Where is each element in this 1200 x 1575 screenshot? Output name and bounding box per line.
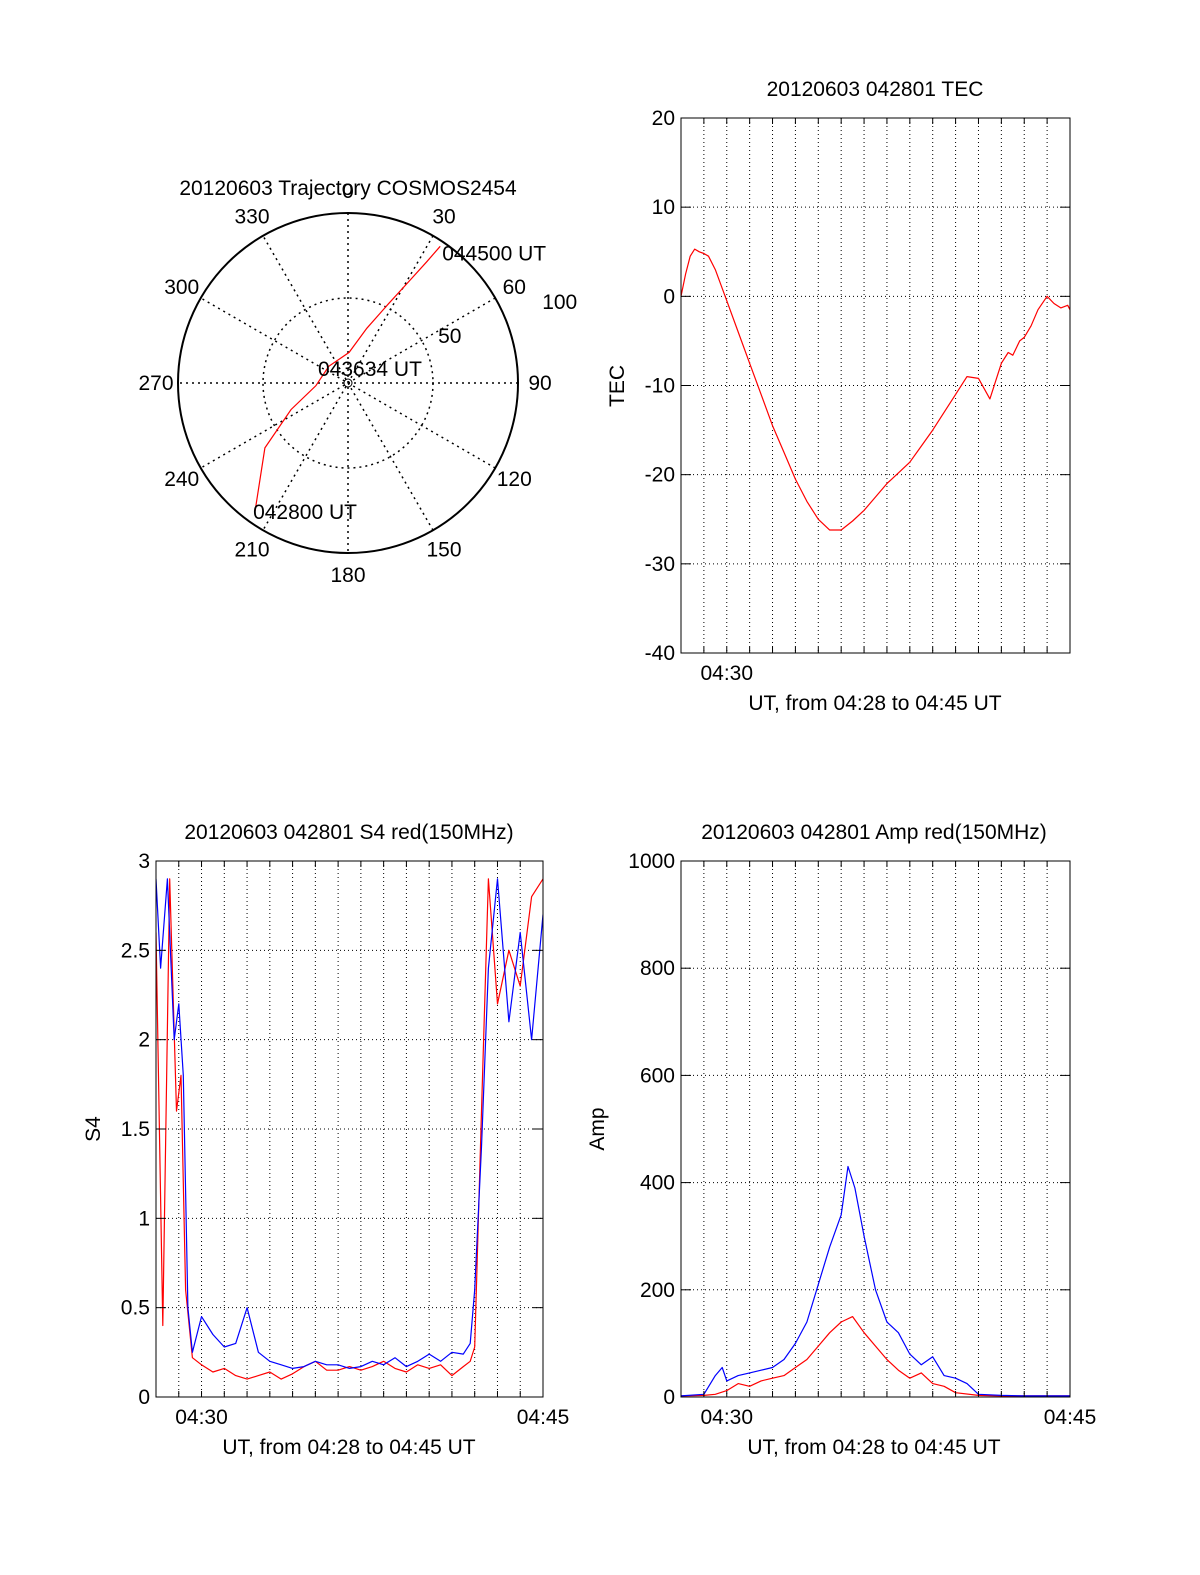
polar-azimuth-label: 210 xyxy=(234,538,269,561)
tec-ytick-label: 20 xyxy=(652,107,675,130)
amp-title: 20120603 042801 Amp red(150MHz) xyxy=(701,821,1047,844)
amp-ytick-label: 400 xyxy=(640,1172,675,1195)
s4-ytick-label: 2 xyxy=(138,1029,150,1052)
tec-xtick-label: 04:30 xyxy=(700,662,753,685)
tec-grid xyxy=(681,118,1070,653)
tec-plot-area: -40 -30 -20 -10 0 10 20 04:30 xyxy=(645,107,1071,685)
amp-ytick-label: 800 xyxy=(640,957,675,980)
tec-ytick-label: -10 xyxy=(645,375,675,398)
tec-xlabel: UT, from 04:28 to 04:45 UT xyxy=(748,692,1001,715)
s4-ytick-label: 2.5 xyxy=(121,939,150,962)
tec-title: 20120603 042801 TEC xyxy=(767,78,984,101)
tec-ylabel: TEC xyxy=(606,365,629,407)
polar-radial-label: 100 xyxy=(542,291,577,314)
polar-series xyxy=(254,245,441,511)
polar-azimuth-label: 60 xyxy=(503,276,526,299)
polar-azimuth-label: 330 xyxy=(234,206,269,229)
polar-radial-label: 50 xyxy=(438,325,461,348)
amp-chart: 20120603 042801 Amp red(150MHz) UT, from… xyxy=(586,821,1096,1459)
polar-annotation: 044500 UT xyxy=(442,242,546,265)
amp-ytick-label: 600 xyxy=(640,1064,675,1087)
polar-center-mark xyxy=(343,378,353,388)
polar-azimuth-label: 30 xyxy=(432,206,455,229)
amp-ylabel: Amp xyxy=(586,1107,609,1150)
s4-chart: 20120603 042801 S4 red(150MHz) UT, from … xyxy=(82,821,569,1459)
polar-spoke-150 xyxy=(262,235,434,531)
trajectory-title: 20120603 Trajectory COSMOS2454 xyxy=(179,177,517,200)
trajectory-polar-chart: 20120603 Trajectory COSMOS2454 0 30 60 90 12… xyxy=(138,177,577,587)
tec-ytick-label: 0 xyxy=(663,285,675,308)
s4-series-1-line xyxy=(156,878,543,1369)
amp-series-group xyxy=(681,1165,1070,1397)
s4-xtick-label: 04:30 xyxy=(175,1406,228,1429)
amp-xlabel: UT, from 04:28 to 04:45 UT xyxy=(747,1436,1000,1459)
amp-series-1-line xyxy=(681,1165,1070,1397)
tec-ytick-label: -20 xyxy=(645,464,675,487)
polar-grid xyxy=(177,212,519,554)
amp-xtick-label: 04:30 xyxy=(700,1406,753,1429)
polar-trajectory-line xyxy=(254,245,441,511)
s4-ylabel: S4 xyxy=(82,1116,105,1142)
polar-azimuth-label: 0 xyxy=(342,180,354,203)
s4-plot-area: 0 0.5 1 1.5 2 2.5 3 04:30 04:45 xyxy=(121,850,569,1429)
amp-ytick-label: 1000 xyxy=(628,850,675,873)
polar-azimuth-label: 120 xyxy=(497,468,532,491)
s4-xlabel: UT, from 04:28 to 04:45 UT xyxy=(222,1436,475,1459)
s4-series-group xyxy=(156,878,543,1380)
s4-ytick-label: 1 xyxy=(138,1207,150,1230)
s4-ytick-label: 3 xyxy=(138,850,150,873)
polar-azimuth-label: 180 xyxy=(330,564,365,587)
polar-azimuth-label: 240 xyxy=(164,468,199,491)
polar-azimuth-label: 150 xyxy=(426,538,461,561)
amp-ytick-label: 200 xyxy=(640,1279,675,1302)
polar-azimuth-label: 90 xyxy=(528,372,551,395)
amp-grid xyxy=(681,861,1070,1397)
tec-series-0-line xyxy=(681,248,1070,531)
polar-outer-ring xyxy=(177,212,519,554)
polar-annotation: 042800 UT xyxy=(253,501,357,524)
polar-azimuth-label: 270 xyxy=(138,372,173,395)
s4-grid xyxy=(156,861,543,1397)
amp-ytick-label: 0 xyxy=(663,1386,675,1409)
tec-chart: 20120603 042801 TEC UT, from 04:28 to 04… xyxy=(606,78,1071,715)
polar-azimuth-label: 300 xyxy=(164,276,199,299)
polar-annotation: 043634 UT xyxy=(318,358,422,381)
s4-ytick-label: 1.5 xyxy=(121,1118,150,1141)
amp-xtick-label: 04:45 xyxy=(1044,1406,1097,1429)
s4-ytick-label: 0.5 xyxy=(121,1297,150,1320)
tec-ytick-label: -30 xyxy=(645,553,675,576)
tec-ytick-label: -40 xyxy=(645,642,675,665)
amp-plot-area: 0 200 400 600 800 1000 04:30 04:45 xyxy=(628,850,1096,1429)
amp-series-0-line xyxy=(681,1316,1070,1397)
s4-xtick-label: 04:45 xyxy=(517,1406,570,1429)
polar-ring-50 xyxy=(262,297,434,469)
polar-labels: 0 30 60 90 120 150 180 210 240 270 300 330 50 100 0445… xyxy=(138,180,577,587)
s4-ytick-label: 0 xyxy=(138,1386,150,1409)
s4-title: 20120603 042801 S4 red(150MHz) xyxy=(184,821,513,844)
amp-axes-frame xyxy=(680,860,1071,1398)
tec-series-group xyxy=(681,248,1070,531)
tec-ytick-label: 10 xyxy=(652,196,675,219)
